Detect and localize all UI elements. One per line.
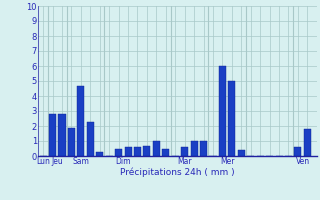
Bar — [200, 141, 207, 156]
Bar — [162, 148, 169, 156]
Bar — [143, 146, 150, 156]
Bar — [96, 152, 103, 156]
Bar — [49, 114, 56, 156]
Bar — [191, 141, 198, 156]
Bar — [68, 128, 75, 156]
Bar — [153, 141, 160, 156]
Bar — [219, 66, 226, 156]
Bar — [181, 147, 188, 156]
Bar — [87, 121, 94, 156]
Bar — [238, 150, 245, 156]
Bar — [294, 147, 301, 156]
Bar — [124, 147, 132, 156]
Bar — [59, 114, 66, 156]
Bar — [115, 148, 122, 156]
Bar — [304, 129, 311, 156]
Bar — [77, 86, 84, 156]
Bar — [134, 147, 141, 156]
X-axis label: Précipitations 24h ( mm ): Précipitations 24h ( mm ) — [120, 168, 235, 177]
Bar — [228, 81, 236, 156]
